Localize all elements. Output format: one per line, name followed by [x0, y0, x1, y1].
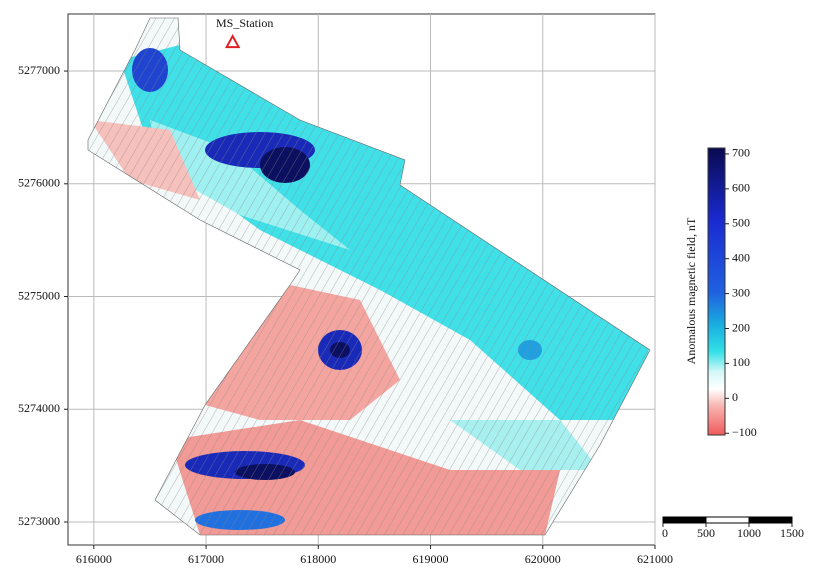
- x-tick-label: 621000: [637, 552, 673, 566]
- x-tick-label: 620000: [525, 552, 561, 566]
- scale-label: 1000: [737, 526, 761, 540]
- colorbar-label: Anomalous magnetic field, nT: [684, 217, 698, 364]
- y-tick-label: 5277000: [18, 63, 60, 77]
- scale-segment: [662, 516, 707, 524]
- scale-segment: [705, 516, 750, 524]
- colorbar: [707, 147, 726, 436]
- colorbar-tick-label: 400: [732, 250, 750, 264]
- colorbar-tick-label: 200: [732, 320, 750, 334]
- y-tick-label: 5274000: [18, 401, 60, 415]
- scale-segment: [748, 516, 793, 524]
- colorbar-tick-label: 500: [732, 216, 750, 230]
- colorbar-tick-label: 300: [732, 285, 750, 299]
- scale-label: 0: [662, 526, 668, 540]
- scale-label: 500: [697, 526, 715, 540]
- colorbar-tick-label: 700: [732, 146, 750, 160]
- survey-outline: [87, 17, 651, 536]
- y-tick-label: 5276000: [18, 176, 60, 190]
- x-tick-label: 618000: [300, 552, 336, 566]
- colorbar-tick-label: −100: [732, 425, 757, 439]
- x-tick-label: 617000: [188, 552, 224, 566]
- x-tick-label: 616000: [76, 552, 112, 566]
- colorbar-tick-label: 600: [732, 181, 750, 195]
- colorbar-tick-label: 0: [732, 390, 738, 404]
- x-tick-label: 619000: [413, 552, 449, 566]
- scale-label: 1500: [780, 526, 804, 540]
- colorbar-tick-label: 100: [732, 355, 750, 369]
- y-tick-label: 5273000: [18, 514, 60, 528]
- station-marker: [224, 33, 241, 49]
- y-tick-label: 5275000: [18, 288, 60, 302]
- station-label: MS_Station: [216, 16, 273, 30]
